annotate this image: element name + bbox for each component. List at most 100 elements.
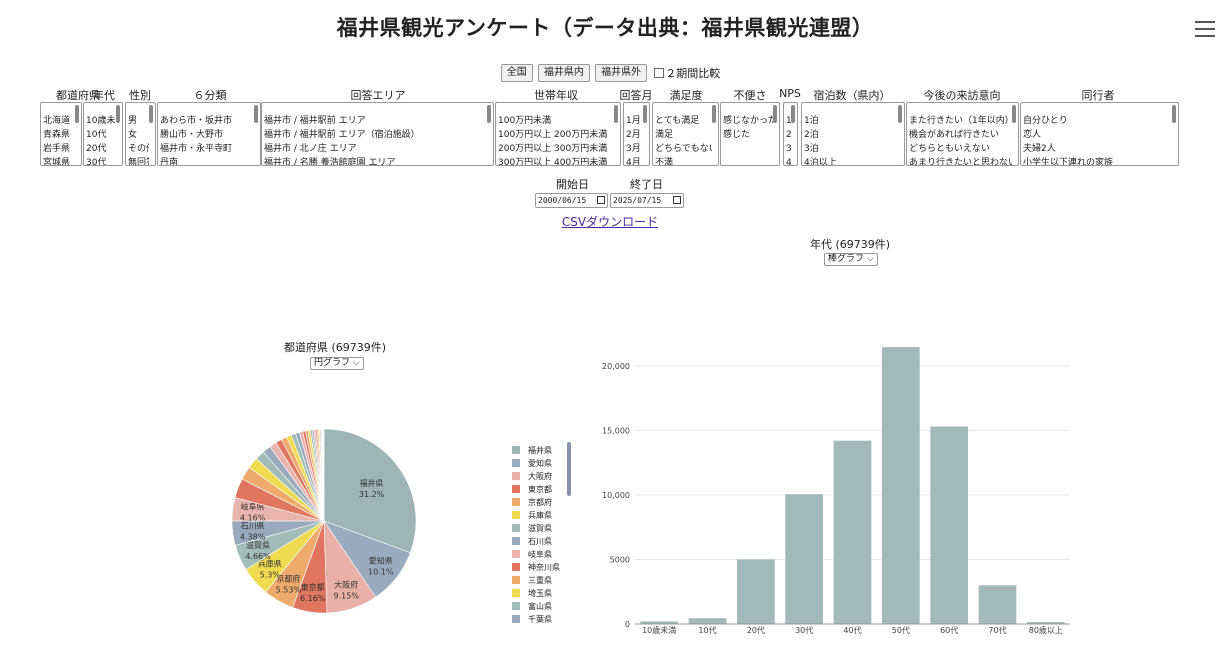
pie-slice[interactable] bbox=[323, 428, 417, 554]
pie-chart-type-select[interactable]: 円グラフ ⌵ bbox=[310, 357, 364, 370]
filter-option[interactable]: 感じた bbox=[723, 130, 751, 140]
legend-item[interactable]: 埼玉県 bbox=[512, 587, 560, 600]
listbox-scrollbar[interactable] bbox=[712, 105, 716, 123]
filter-option[interactable]: 100万円以上 200万円未満 bbox=[498, 130, 608, 140]
filter-option[interactable]: 小学生以下連れの家族 bbox=[1023, 158, 1114, 166]
filter-option[interactable]: 2 bbox=[786, 128, 791, 142]
bar[interactable] bbox=[1026, 622, 1065, 624]
legend-item[interactable]: 神奈川県 bbox=[512, 561, 560, 574]
compare-two-periods-checkbox[interactable]: ２期間比較 bbox=[654, 65, 720, 81]
legend-item[interactable]: 岐阜県 bbox=[512, 548, 560, 561]
legend-item[interactable]: 京都府 bbox=[512, 496, 560, 509]
legend-item[interactable]: 富山県 bbox=[512, 600, 560, 613]
filter-option[interactable]: 機会があれば行きたい bbox=[909, 130, 1000, 140]
filter-option[interactable]: 30代 bbox=[86, 158, 107, 166]
filter-listbox[interactable]: 1月 2月 3月 4月 bbox=[623, 102, 650, 166]
legend-item[interactable]: 三重県 bbox=[512, 574, 560, 587]
legend-item[interactable]: 石川県 bbox=[512, 535, 560, 548]
filter-option[interactable]: あわら市・坂井市 bbox=[160, 116, 233, 126]
filter-option[interactable]: 福井市 / 北ノ庄 エリア bbox=[264, 144, 357, 154]
filter-option[interactable]: 300万円以上 400万円未満 bbox=[498, 158, 608, 166]
bar[interactable] bbox=[881, 347, 920, 624]
filter-option[interactable]: 自分ひとり bbox=[1023, 116, 1068, 126]
end-date-input[interactable]: 2025/07/15 bbox=[610, 193, 684, 208]
legend-item[interactable]: 東京都 bbox=[512, 483, 560, 496]
filter-option[interactable]: とても満足 bbox=[655, 116, 700, 126]
filter-option[interactable]: 丹南 bbox=[160, 158, 179, 166]
bar[interactable] bbox=[688, 618, 727, 624]
filter-option[interactable]: 3 bbox=[786, 142, 791, 156]
listbox-scrollbar[interactable] bbox=[614, 105, 618, 123]
filter-option[interactable]: 福井市 / 福井駅前 エリア（宿泊施設） bbox=[264, 130, 420, 140]
filter-option[interactable]: 宮城県 bbox=[43, 158, 71, 166]
filter-option[interactable]: 10歳未満 bbox=[86, 116, 116, 126]
filter-option[interactable]: あまり行きたいと思わない bbox=[909, 158, 1012, 166]
filter-option[interactable]: 北海道 bbox=[43, 116, 71, 126]
bar[interactable] bbox=[833, 440, 872, 624]
bar[interactable] bbox=[785, 494, 824, 624]
listbox-scrollbar[interactable] bbox=[1172, 105, 1176, 123]
filter-option[interactable]: 4月 bbox=[626, 158, 641, 166]
legend-scrollbar[interactable] bbox=[567, 442, 571, 496]
listbox-scrollbar[interactable] bbox=[116, 105, 120, 123]
filter-listbox[interactable]: 男女その他無回答 bbox=[125, 102, 156, 166]
filter-option[interactable]: 3泊 bbox=[804, 144, 819, 154]
filter-option[interactable]: 感じなかった bbox=[723, 116, 773, 126]
filter-option[interactable]: 福井市 / 名勝 養浩館庭園 エリア bbox=[264, 158, 396, 166]
fukui-outside-button[interactable]: 福井県外 bbox=[595, 64, 648, 82]
filter-option[interactable]: 200万円以上 300万円未満 bbox=[498, 144, 608, 154]
filter-option[interactable]: 満足 bbox=[655, 130, 674, 140]
listbox-scrollbar[interactable] bbox=[254, 105, 258, 123]
filter-option[interactable]: 勝山市・大野市 bbox=[160, 130, 224, 140]
filter-option[interactable]: 1泊 bbox=[804, 116, 819, 126]
filter-listbox[interactable]: とても満足満足どちらでもない 不満 bbox=[652, 102, 719, 166]
all-japan-button[interactable]: 全国 bbox=[500, 64, 533, 82]
filter-option[interactable]: 無回答 bbox=[128, 158, 149, 166]
filter-option[interactable]: 2月 bbox=[626, 130, 641, 140]
filter-option[interactable]: 不満 bbox=[655, 158, 674, 166]
filter-option[interactable]: 福井市・永平寺町 bbox=[160, 144, 233, 154]
filter-option[interactable]: 男 bbox=[128, 116, 138, 126]
filter-listbox[interactable]: 北海道 青森県 岩手県 宮城県 bbox=[40, 102, 82, 166]
bar[interactable] bbox=[736, 559, 775, 624]
filter-option[interactable]: 青森県 bbox=[43, 130, 71, 140]
bar[interactable] bbox=[978, 585, 1017, 624]
filter-listbox[interactable]: 12345 bbox=[783, 102, 798, 166]
filter-listbox[interactable]: 100万円未満 100万円以上 200万円未満 200万円以上 300万円未満 300… bbox=[495, 102, 621, 166]
filter-option[interactable]: 3月 bbox=[626, 144, 641, 154]
legend-item[interactable]: 大阪府 bbox=[512, 470, 560, 483]
calendar-icon[interactable] bbox=[673, 196, 681, 204]
fukui-inside-button[interactable]: 福井県内 bbox=[537, 64, 590, 82]
filter-listbox[interactable]: 自分ひとり 恋人 夫婦2人 小学生以下連れの家族 bbox=[1020, 102, 1179, 166]
filter-option[interactable]: 4 bbox=[786, 156, 791, 165]
bar[interactable] bbox=[640, 621, 679, 624]
filter-option[interactable]: その他 bbox=[128, 144, 149, 154]
filter-listbox[interactable]: あわら市・坂井市 勝山市・大野市 福井市・永平寺町 丹南 bbox=[157, 102, 261, 166]
listbox-scrollbar[interactable] bbox=[487, 105, 491, 123]
hamburger-menu-icon[interactable] bbox=[1195, 21, 1215, 37]
filter-listbox[interactable]: 1泊 2泊 3泊 4泊以上 bbox=[801, 102, 905, 166]
legend-item[interactable]: 愛知県 bbox=[512, 457, 560, 470]
listbox-scrollbar[interactable] bbox=[773, 105, 777, 123]
legend-item[interactable]: 千葉県 bbox=[512, 613, 560, 626]
filter-listbox[interactable]: 10歳未満 10代 20代 30代 bbox=[83, 102, 123, 166]
bar[interactable] bbox=[930, 426, 969, 624]
pie-slice[interactable] bbox=[323, 428, 325, 522]
listbox-scrollbar[interactable] bbox=[898, 105, 902, 123]
filter-option[interactable]: どちらでもない bbox=[655, 144, 712, 154]
filter-listbox[interactable]: 福井市 / 福井駅前 エリア 福井市 / 福井駅前 エリア（宿泊施設） 福井市 / … bbox=[261, 102, 494, 166]
legend-item[interactable]: 福井県 bbox=[512, 444, 560, 457]
listbox-scrollbar[interactable] bbox=[149, 105, 153, 123]
csv-download-link[interactable]: CSVダウンロード bbox=[561, 215, 659, 229]
filter-listbox[interactable]: 感じなかった 感じた bbox=[720, 102, 780, 166]
bar-chart-type-select[interactable]: 棒グラフ ⌵ bbox=[824, 253, 878, 266]
filter-option[interactable]: 1月 bbox=[626, 116, 641, 126]
start-date-input[interactable]: 2000/06/15 bbox=[535, 193, 608, 208]
filter-listbox[interactable]: また行きたい（1年以内） 機会があれば行きたい どちらともいえない あまり行きたいと思… bbox=[906, 102, 1019, 166]
filter-option[interactable]: 4泊以上 bbox=[804, 158, 837, 166]
listbox-scrollbar[interactable] bbox=[1012, 105, 1016, 123]
filter-option[interactable]: 女 bbox=[128, 130, 138, 140]
calendar-icon[interactable] bbox=[597, 196, 605, 204]
filter-option[interactable]: 1 bbox=[786, 114, 791, 128]
filter-option[interactable]: 2泊 bbox=[804, 130, 819, 140]
